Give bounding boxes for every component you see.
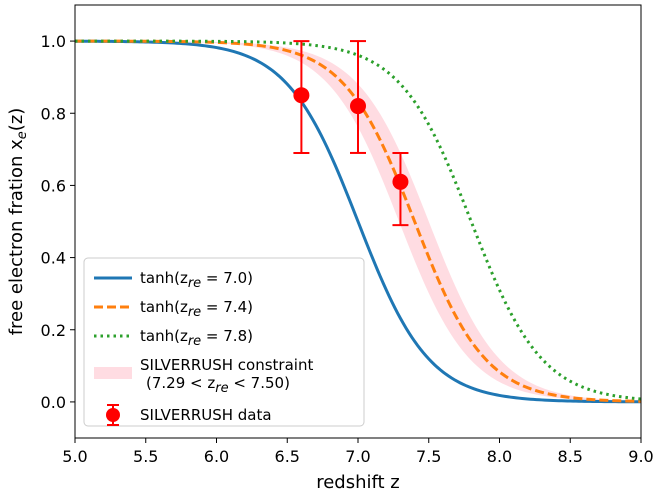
legend-label: tanh(zre = 7.0) [140,269,253,291]
legend-swatch [106,408,120,422]
legend-label: (7.29 < zre < 7.50) [146,374,290,396]
y-tick-label: 0.0 [41,393,66,412]
legend-label: SILVERRUSH constraint [140,356,313,374]
x-axis-label: redshift z [316,472,400,493]
y-tick-label: 1.0 [41,32,66,51]
legend-label: tanh(zre = 7.4) [140,298,253,320]
x-tick-label: 8.0 [487,447,512,466]
x-tick-label: 6.5 [275,447,300,466]
data-marker [392,173,409,190]
y-axis-label: free electron fration xe(z) [6,108,30,336]
x-tick-label: 9.0 [628,447,653,466]
legend-swatch [94,367,132,379]
legend-box [83,257,365,427]
x-tick-label: 5.0 [62,447,87,466]
y-tick-label: 0.8 [41,104,66,123]
data-point [350,40,366,154]
data-point [392,151,409,227]
x-tick-label: 7.0 [345,447,370,466]
data-marker [350,98,366,115]
ticks-layer: 5.0 5.5 6.0 6.5 7.0 7.5 8.0 8.5 9.0 0.0 0.2 0.4 0.6 0… [41,32,654,466]
y-tick-label: 0.2 [41,321,66,340]
y-tick-label: 0.6 [41,176,66,195]
data-points-layer [293,40,409,227]
x-tick-label: 6.0 [204,447,229,466]
legend-label: tanh(zre = 7.8) [140,327,253,349]
data-marker [293,87,310,104]
x-tick-label: 5.5 [133,447,158,466]
y-tick-label: 0.4 [41,249,66,268]
x-tick-label: 7.5 [416,447,441,466]
legend: tanh(zre = 7.0) tanh(zre = 7.4) tanh(zre =… [83,257,365,427]
x-tick-label: 8.5 [558,447,583,466]
data-point [293,40,310,154]
legend-label: SILVERRUSH data [140,406,272,424]
